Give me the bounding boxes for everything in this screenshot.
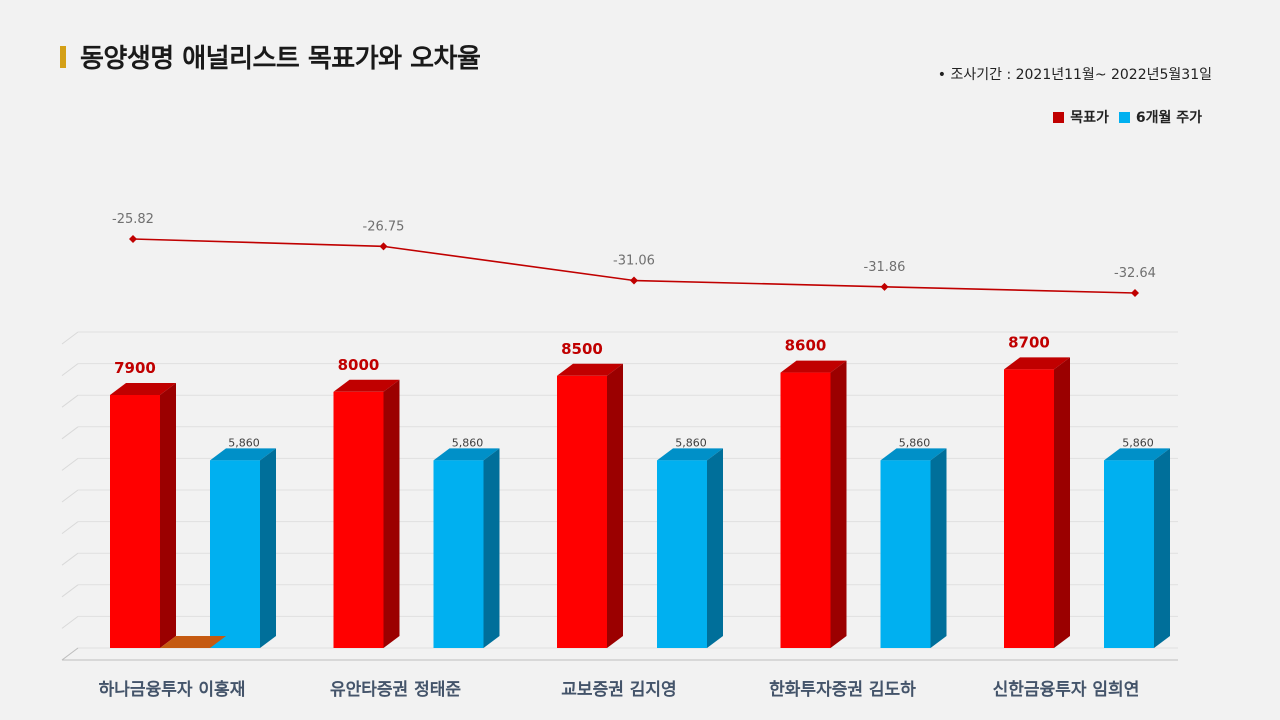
target-value-label: 8600 — [785, 337, 827, 355]
price-value-label: 5,860 — [228, 436, 260, 449]
legend-item-target: 목표가 — [1053, 107, 1109, 127]
price-bar-top — [880, 448, 947, 461]
error-rate-marker — [880, 282, 889, 291]
chart-legend: 목표가 6개월 주가 — [1043, 107, 1202, 127]
price-bar-side — [707, 448, 723, 648]
title-accent-bar — [60, 45, 66, 68]
price-bar-top — [1104, 448, 1170, 461]
price-bar — [880, 460, 931, 648]
price-bar — [1104, 460, 1154, 648]
target-bar-top — [1004, 357, 1070, 370]
price-bar — [433, 460, 484, 648]
title-block: 동양생명 애널리스트 목표가와 오차율 — [60, 38, 481, 75]
error-rate-label: -31.06 — [613, 253, 655, 268]
price-bar-side — [1154, 448, 1170, 648]
legend-item-price: 6개월 주가 — [1118, 107, 1202, 127]
price-bar-side — [483, 448, 500, 648]
category-label: 유안타증권 정태준 — [330, 680, 461, 700]
price-value-label: 5,860 — [675, 436, 707, 449]
target-bar — [780, 372, 831, 648]
page-title: 동양생명 애널리스트 목표가와 오차율 — [80, 44, 481, 74]
target-bar-side — [1054, 357, 1070, 648]
legend-swatch-price — [1118, 111, 1130, 123]
grid-line-side — [61, 457, 79, 471]
category-label: 하나금융투자 이홍재 — [99, 679, 246, 700]
error-rate-marker — [1131, 289, 1139, 297]
legend-label-price: 6개월 주가 — [1135, 110, 1202, 126]
target-value-label: 8700 — [1008, 333, 1050, 351]
error-rate-marker — [630, 276, 638, 285]
target-bar-top — [333, 379, 400, 392]
target-bar-side — [383, 379, 400, 648]
target-value-label: 8000 — [338, 356, 380, 374]
grid-line-side — [61, 426, 79, 440]
category-label: 한화투자증권 김도하 — [769, 680, 916, 700]
target-bar-side — [160, 383, 176, 648]
category-label: 신한금융투자 임희연 — [993, 679, 1140, 700]
price-value-label: 5,860 — [1122, 436, 1154, 449]
floor-accent-block — [174, 637, 210, 648]
error-rate-label: -26.75 — [363, 219, 405, 234]
x-axis-depth — [61, 647, 79, 661]
grid-line-side — [61, 489, 79, 503]
price-bar-side — [930, 448, 947, 648]
error-rate-label: -32.64 — [1114, 266, 1156, 281]
target-bar — [557, 375, 607, 648]
price-bar-side — [260, 448, 276, 648]
price-bar-top — [657, 448, 723, 461]
legend-label-target: 목표가 — [1070, 110, 1109, 126]
target-bar-side — [830, 360, 847, 648]
target-bar — [1004, 369, 1054, 648]
target-value-label: 7900 — [114, 359, 156, 377]
target-bar-top — [780, 360, 847, 373]
price-value-label: 5,860 — [452, 436, 484, 449]
price-value-label: 5,860 — [899, 436, 931, 449]
error-rate-label: -25.82 — [112, 212, 154, 227]
grid-line-side — [61, 616, 79, 629]
error-rate-label: -31.86 — [864, 260, 906, 275]
price-bar — [210, 460, 260, 648]
target-bar — [333, 391, 384, 648]
price-bar-top — [433, 448, 500, 461]
legend-swatch-target — [1053, 111, 1065, 123]
error-rate-marker — [129, 235, 137, 243]
grid-line-side — [61, 584, 79, 598]
error-rate-marker — [379, 242, 388, 251]
grid-line-side — [61, 552, 79, 566]
target-bar-top — [557, 363, 623, 376]
target-bar — [110, 395, 160, 648]
grid-line-side — [61, 521, 79, 534]
price-bar — [657, 460, 707, 648]
target-bar-side — [607, 363, 623, 648]
grid-line-side — [61, 394, 79, 408]
grid-line-side — [61, 363, 79, 377]
target-bar-top — [110, 383, 176, 395]
price-bar-top — [210, 448, 276, 461]
survey-period: • 조사기간 : 2021년11월~ 2022년5월31일 — [937, 67, 1212, 83]
target-value-label: 8500 — [561, 340, 603, 358]
grid-line-side — [61, 331, 79, 345]
category-label: 교보증권 김지영 — [561, 680, 676, 700]
